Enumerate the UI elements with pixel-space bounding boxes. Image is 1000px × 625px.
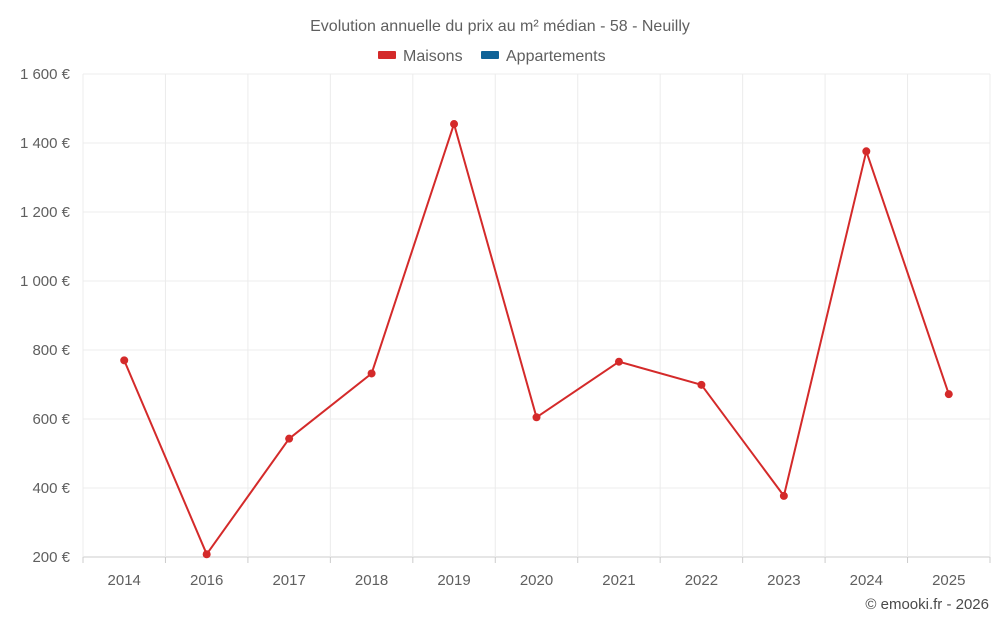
y-tick-label: 400 € [32, 480, 70, 497]
legend-item-appartements[interactable]: Appartements [481, 48, 606, 65]
chart-title: Evolution annuelle du prix au m² médian … [310, 18, 690, 35]
data-point-maisons-2014[interactable] [120, 356, 129, 365]
y-axis: 1 600 € 1 400 € 1 200 € 1 000 € 800 € 600 € 40… [20, 66, 71, 566]
x-tick-label: 2021 [602, 572, 635, 589]
x-tick-label: 2024 [850, 572, 883, 589]
y-tick-label: 1 000 € [20, 273, 71, 290]
data-point-maisons-2024[interactable] [862, 147, 871, 156]
data-point-maisons-2018[interactable] [367, 369, 376, 378]
x-tick-label: 2023 [767, 572, 800, 589]
x-tick-label: 2025 [932, 572, 965, 589]
y-tick-label: 800 € [32, 342, 70, 359]
legend-item-maisons[interactable]: Maisons [378, 48, 463, 65]
data-point-maisons-2022[interactable] [697, 380, 706, 389]
legend: Maisons Appartements [378, 48, 606, 65]
x-tick-label: 2014 [108, 572, 141, 589]
data-point-maisons-2020[interactable] [532, 413, 541, 422]
series-maisons [120, 120, 953, 559]
x-tick-label: 2018 [355, 572, 388, 589]
x-tick-label: 2017 [272, 572, 305, 589]
y-tick-label: 200 € [32, 549, 70, 566]
credit-text[interactable]: © emooki.fr - 2026 [865, 596, 989, 613]
legend-label-appartements: Appartements [506, 48, 606, 65]
x-axis: 2014 2016 2017 2018 2019 2020 2021 2022 2023 2024… [82, 557, 991, 589]
x-tick-label: 2016 [190, 572, 223, 589]
data-point-maisons-2025[interactable] [944, 390, 953, 399]
legend-swatch-appartements [481, 51, 499, 59]
data-point-maisons-2019[interactable] [450, 120, 459, 129]
data-point-maisons-2016[interactable] [202, 550, 211, 559]
grid [82, 73, 991, 558]
legend-label-maisons: Maisons [403, 48, 463, 65]
data-point-maisons-2017[interactable] [285, 434, 294, 443]
x-tick-label: 2019 [437, 572, 470, 589]
y-tick-label: 1 400 € [20, 135, 71, 152]
y-tick-label: 1 200 € [20, 204, 71, 221]
legend-swatch-maisons [378, 51, 396, 59]
x-tick-label: 2022 [685, 572, 718, 589]
y-tick-label: 1 600 € [20, 66, 71, 83]
x-tick-label: 2020 [520, 572, 553, 589]
data-point-maisons-2023[interactable] [779, 491, 788, 500]
data-point-maisons-2021[interactable] [614, 357, 623, 366]
y-tick-label: 600 € [32, 411, 70, 428]
